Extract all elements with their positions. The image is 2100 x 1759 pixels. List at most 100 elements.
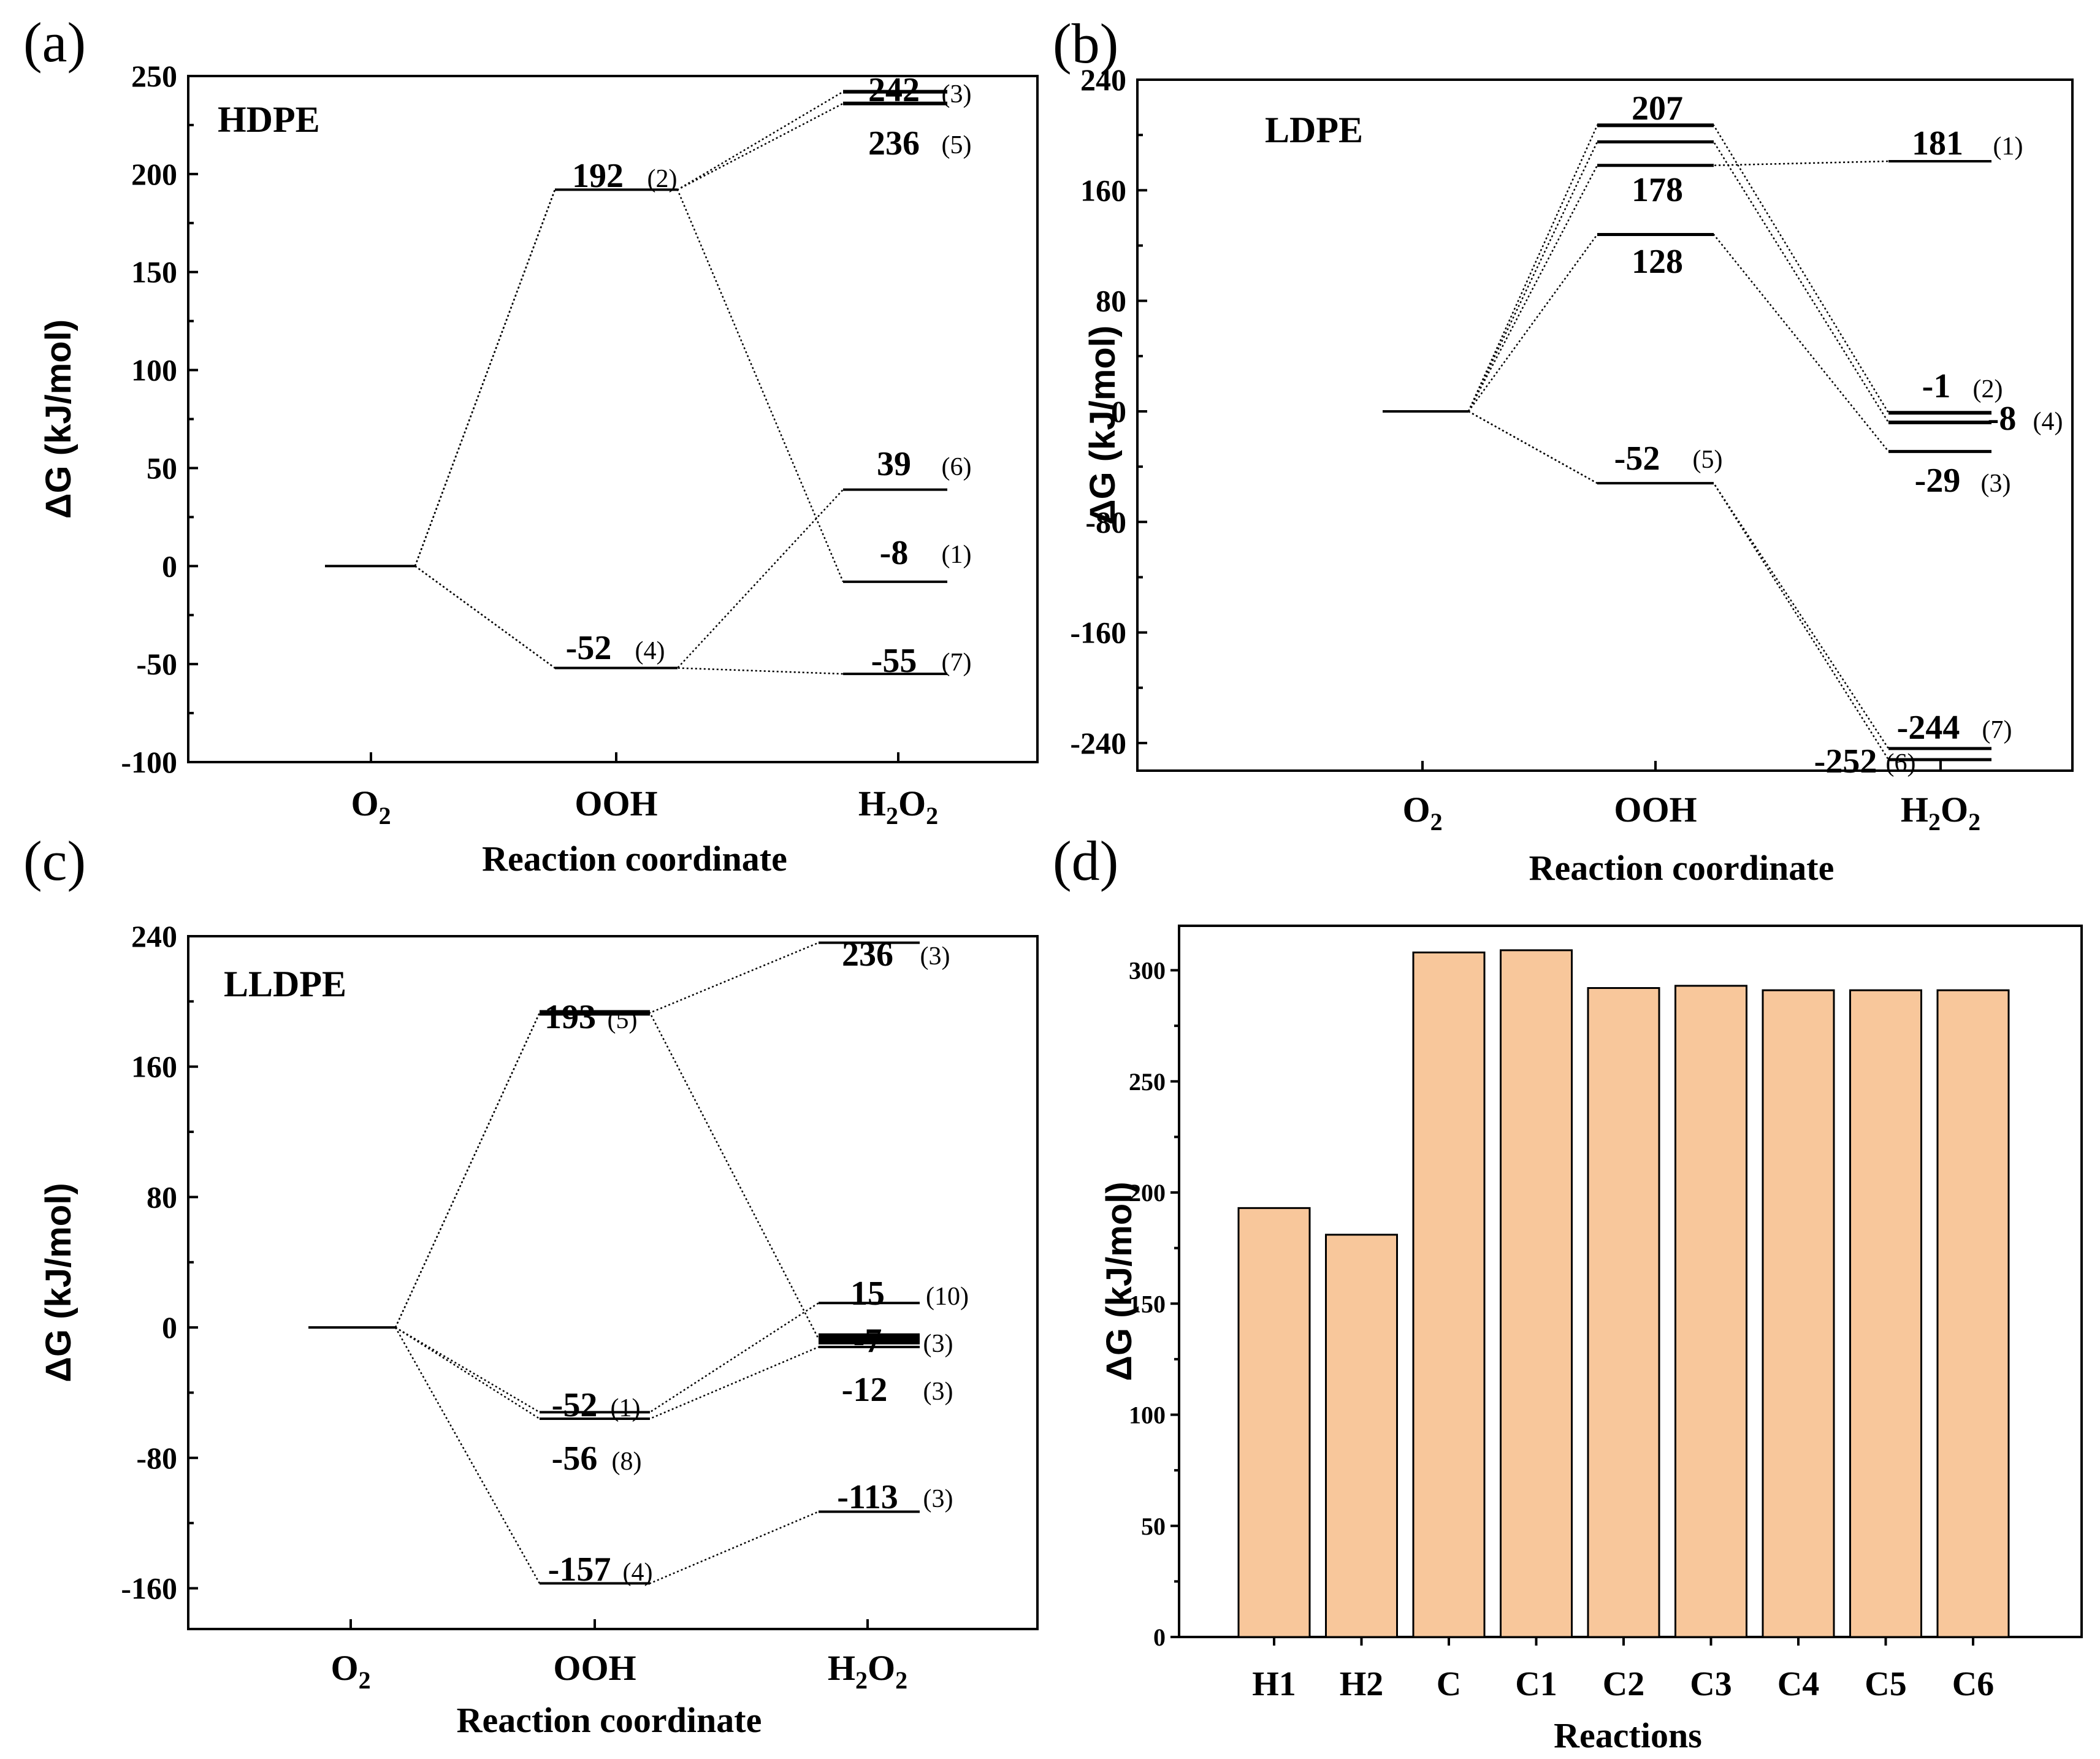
bar-c	[1412, 952, 1486, 1638]
x-tick-label: C6	[1952, 1665, 1994, 1703]
plot-frame	[187, 935, 1039, 1630]
pathway-index-label: (8)	[612, 1448, 642, 1476]
x-axis-label: Reaction coordinate	[482, 839, 787, 879]
pathway-line	[414, 91, 844, 567]
energy-value-label: 178	[1632, 171, 1683, 209]
energy-value-label: -7	[853, 1322, 882, 1360]
y-tick-label: 0	[1111, 394, 1126, 429]
x-axis-label: Reactions	[1554, 1715, 1702, 1755]
pathway-index-label: (2)	[1973, 375, 2003, 403]
bar-c4	[1762, 989, 1835, 1638]
stage-label-ooh: OOH	[1614, 790, 1697, 830]
pathway-index-label: (6)	[942, 453, 972, 481]
stage-label-h2o2: H2O2	[1901, 790, 1980, 836]
energy-value-label: -52	[1614, 440, 1660, 478]
x-tick-label: H2	[1340, 1665, 1384, 1703]
bar-chart-panel: (d) 0 50 100 150 200 250 300 H1 H2 C C1 C2 C3 C4 C5 C6 Re…	[1053, 830, 2083, 1755]
energy-value-label: 128	[1632, 243, 1683, 281]
pathway-index-label: (4)	[635, 637, 665, 665]
pathway-line	[1467, 124, 1890, 413]
y-tick-label: 240	[131, 919, 177, 953]
pathway-index-label: (4)	[623, 1559, 653, 1587]
stage-label-o2: O2	[1402, 790, 1442, 836]
stage-label-o2: O2	[330, 1648, 370, 1694]
y-tick-label: 160	[1080, 173, 1126, 207]
bar-c3	[1674, 985, 1747, 1638]
stage-label-h2o2: H2O2	[858, 784, 938, 830]
energy-value-label: 39	[877, 445, 911, 483]
energy-value-label: -252	[1814, 742, 1877, 780]
energy-panel-hdpe: (a) 250 200 150 100 50 0 -50 -100 HDPE ΔG (kJ/mol)…	[23, 11, 1039, 879]
energy-value-label: -52	[566, 629, 612, 667]
energy-value-label: -157	[548, 1551, 611, 1589]
y-tick-label: 250	[1129, 1068, 1166, 1096]
y-tick-label: -160	[121, 1571, 177, 1606]
energy-value-label: 236	[842, 936, 893, 974]
panel-title: LLDPE	[224, 964, 346, 1004]
bar-c1	[1500, 949, 1573, 1638]
y-tick-label: 160	[131, 1050, 177, 1084]
y-tick-label: 150	[1129, 1290, 1166, 1318]
y-axis-label: ΔG (kJ/mol)	[39, 1183, 78, 1382]
panel-letter: (c)	[23, 830, 86, 892]
energy-value-label: -55	[871, 642, 917, 680]
y-tick-label: 300	[1129, 957, 1166, 985]
y-axis-label: ΔG (kJ/mol)	[39, 319, 78, 519]
y-tick-label: 0	[162, 549, 177, 583]
y-tick-label: 0	[162, 1310, 177, 1345]
pathway-index-label: (5)	[942, 131, 972, 159]
panel-letter: (a)	[23, 11, 86, 74]
y-tick-label: 150	[131, 255, 177, 289]
bar-h1	[1237, 1207, 1311, 1638]
x-tick-label: C	[1437, 1665, 1461, 1703]
x-tick-label: C4	[1777, 1665, 1819, 1703]
y-tick-label: 200	[1129, 1179, 1166, 1207]
x-axis-label: Reaction coordinate	[457, 1700, 762, 1740]
pathway-line	[394, 1327, 819, 1584]
energy-value-label: 193	[544, 998, 596, 1036]
panel-title: HDPE	[218, 99, 320, 140]
energy-panel-ldpe: (b)240 160 80 0 -80 -160 -240 LDPE ΔG (kJ/mol) Re…	[1053, 12, 2074, 888]
y-tick-label: -100	[121, 745, 177, 779]
energy-value-label: -8	[880, 534, 909, 572]
energy-value-label: -113	[837, 1478, 898, 1516]
y-tick-label: -80	[136, 1441, 177, 1475]
y-tick-label: 80	[1096, 284, 1126, 318]
energy-value-label: -1	[1922, 367, 1951, 405]
pathway-index-label: (1)	[942, 541, 972, 569]
pathway-index-label: (3)	[923, 1378, 953, 1406]
x-tick-label: C1	[1515, 1665, 1557, 1703]
energy-value-label: -244	[1897, 709, 1960, 747]
bar-c6	[1936, 989, 2010, 1638]
energy-value-label: -56	[552, 1440, 598, 1478]
y-tick-label: 250	[131, 59, 177, 93]
y-tick-label: 0	[1153, 1624, 1166, 1651]
y-tick-label: -50	[136, 647, 177, 681]
energy-value-label: 236	[868, 124, 920, 162]
pathway-line	[414, 565, 844, 675]
y-tick-label: 50	[147, 451, 177, 485]
x-tick-label: C2	[1603, 1665, 1644, 1703]
energy-value-label: -29	[1915, 462, 1961, 500]
energy-value-label: 207	[1632, 90, 1683, 128]
stage-label-o2: O2	[351, 784, 391, 830]
pathway-line	[414, 489, 844, 669]
pathway-index-label: (7)	[942, 649, 972, 677]
bar-h2	[1325, 1234, 1398, 1638]
x-tick-label: C3	[1690, 1665, 1732, 1703]
pathway-line	[1468, 410, 1890, 760]
energy-value-label: 181	[1912, 124, 1963, 162]
x-tick-label: H1	[1252, 1665, 1296, 1703]
y-tick-label: -80	[1085, 505, 1126, 539]
pathway-index-label: (5)	[608, 1006, 638, 1034]
pathway-index-label: (6)	[1886, 749, 1916, 777]
energy-value-label: -8	[1988, 400, 2017, 438]
x-tick-label: C5	[1865, 1665, 1906, 1703]
energy-value-label: -12	[842, 1371, 888, 1409]
pathway-line	[395, 1302, 819, 1413]
energy-value-label: 15	[850, 1275, 885, 1313]
y-axis-label: ΔG (kJ/mol)	[1083, 326, 1123, 525]
pathway-index-label: (5)	[1693, 446, 1723, 474]
y-tick-label: 240	[1080, 63, 1126, 97]
stage-label-h2o2: H2O2	[828, 1648, 907, 1694]
